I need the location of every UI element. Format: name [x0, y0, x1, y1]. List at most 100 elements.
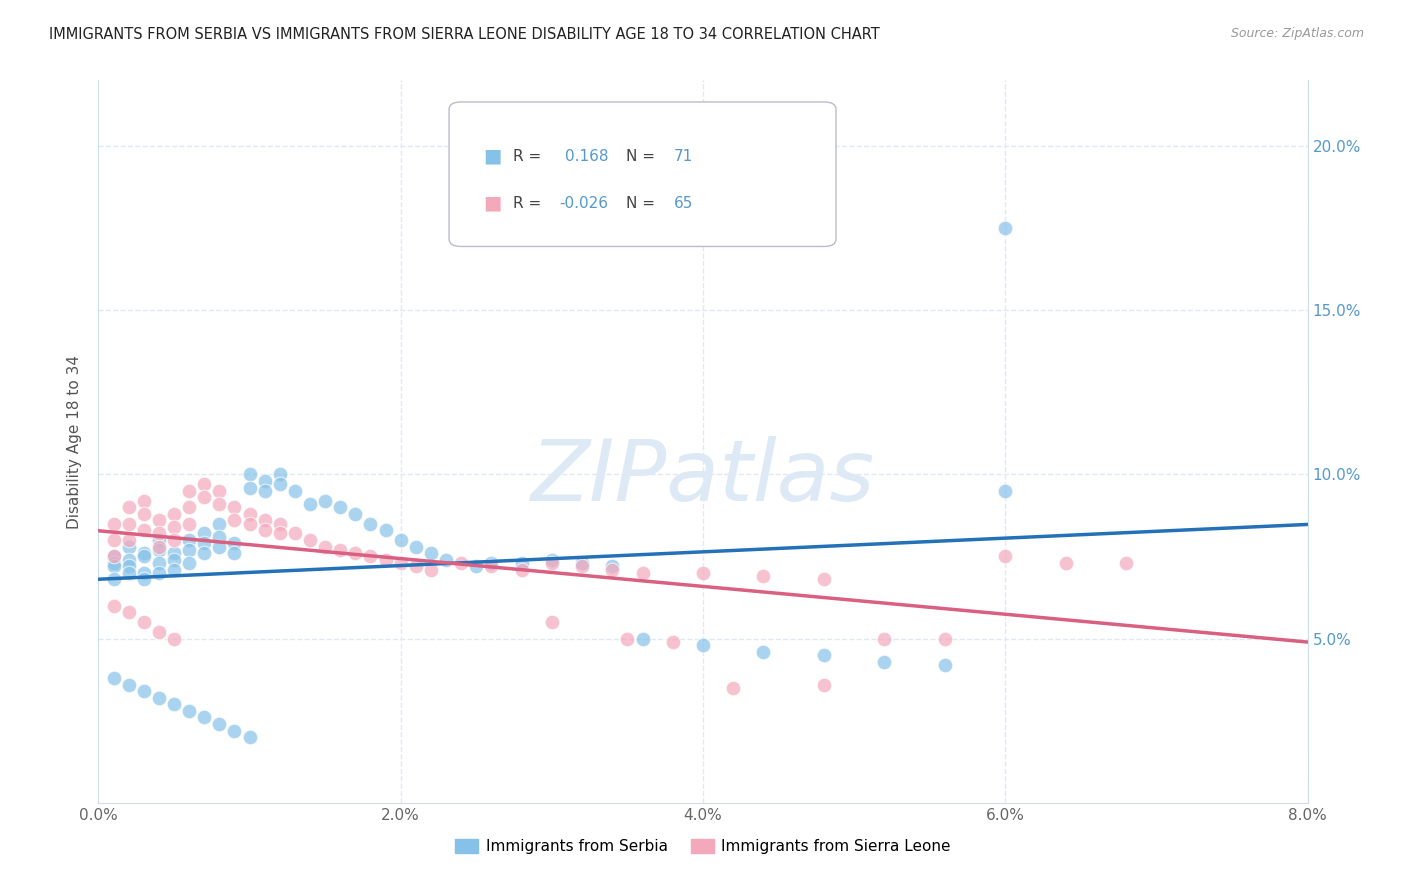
Immigrants from Sierra Leone — [118, 605, 141, 619]
Immigrants from Sierra Leone — [132, 493, 155, 508]
Immigrants from Serbia — [239, 467, 262, 482]
Immigrants from Sierra Leone — [179, 500, 201, 515]
Text: Source: ZipAtlas.com: Source: ZipAtlas.com — [1230, 27, 1364, 40]
Y-axis label: Disability Age 18 to 34: Disability Age 18 to 34 — [67, 354, 83, 529]
Text: 71: 71 — [673, 149, 693, 163]
Immigrants from Serbia — [118, 566, 141, 580]
Immigrants from Sierra Leone — [163, 632, 186, 646]
Immigrants from Serbia — [253, 483, 276, 498]
Legend: Immigrants from Serbia, Immigrants from Sierra Leone: Immigrants from Serbia, Immigrants from … — [449, 833, 957, 860]
Immigrants from Sierra Leone — [253, 523, 276, 537]
Immigrants from Serbia — [179, 533, 201, 547]
Immigrants from Serbia — [193, 710, 215, 724]
Immigrants from Sierra Leone — [163, 507, 186, 521]
Immigrants from Sierra Leone — [540, 556, 562, 570]
Text: ■: ■ — [482, 194, 502, 212]
Immigrants from Sierra Leone — [179, 516, 201, 531]
Immigrants from Serbia — [148, 566, 170, 580]
Immigrants from Sierra Leone — [510, 563, 533, 577]
Immigrants from Serbia — [132, 566, 155, 580]
Immigrants from Serbia — [934, 657, 956, 672]
Immigrants from Serbia — [132, 546, 155, 560]
Immigrants from Serbia — [163, 546, 186, 560]
Immigrants from Sierra Leone — [239, 507, 262, 521]
Immigrants from Serbia — [481, 556, 503, 570]
Immigrants from Serbia — [284, 483, 307, 498]
Immigrants from Sierra Leone — [450, 556, 472, 570]
Immigrants from Sierra Leone — [148, 625, 170, 640]
Immigrants from Serbia — [208, 717, 231, 731]
Immigrants from Serbia — [193, 526, 215, 541]
Text: 65: 65 — [673, 195, 693, 211]
Immigrants from Sierra Leone — [344, 546, 367, 560]
Immigrants from Serbia — [420, 546, 443, 560]
Immigrants from Serbia — [148, 690, 170, 705]
Immigrants from Serbia — [994, 221, 1017, 235]
Immigrants from Serbia — [314, 493, 336, 508]
Immigrants from Serbia — [132, 549, 155, 564]
Immigrants from Serbia — [208, 530, 231, 544]
Immigrants from Serbia — [510, 556, 533, 570]
Immigrants from Serbia — [103, 559, 125, 574]
Immigrants from Sierra Leone — [934, 632, 956, 646]
Immigrants from Serbia — [602, 559, 624, 574]
Immigrants from Serbia — [329, 500, 352, 515]
Immigrants from Serbia — [224, 723, 246, 738]
Immigrants from Sierra Leone — [405, 559, 427, 574]
Immigrants from Sierra Leone — [813, 573, 835, 587]
Immigrants from Sierra Leone — [193, 477, 215, 491]
Immigrants from Sierra Leone — [481, 559, 503, 574]
Immigrants from Sierra Leone — [314, 540, 336, 554]
Immigrants from Serbia — [344, 507, 367, 521]
Immigrants from Sierra Leone — [299, 533, 322, 547]
Immigrants from Serbia — [752, 645, 775, 659]
Immigrants from Sierra Leone — [269, 526, 291, 541]
Immigrants from Serbia — [132, 684, 155, 698]
Immigrants from Serbia — [103, 573, 125, 587]
Immigrants from Sierra Leone — [103, 516, 125, 531]
Text: IMMIGRANTS FROM SERBIA VS IMMIGRANTS FROM SIERRA LEONE DISABILITY AGE 18 TO 34 C: IMMIGRANTS FROM SERBIA VS IMMIGRANTS FRO… — [49, 27, 880, 42]
Immigrants from Serbia — [148, 533, 170, 547]
Immigrants from Serbia — [103, 671, 125, 685]
Immigrants from Serbia — [118, 553, 141, 567]
Immigrants from Sierra Leone — [208, 497, 231, 511]
Immigrants from Serbia — [118, 540, 141, 554]
Immigrants from Serbia — [631, 632, 654, 646]
FancyBboxPatch shape — [449, 102, 837, 246]
Immigrants from Serbia — [208, 540, 231, 554]
Immigrants from Serbia — [193, 536, 215, 550]
Immigrants from Serbia — [224, 536, 246, 550]
Immigrants from Sierra Leone — [540, 615, 562, 630]
Immigrants from Sierra Leone — [103, 599, 125, 613]
Immigrants from Serbia — [118, 677, 141, 691]
Immigrants from Sierra Leone — [1115, 556, 1137, 570]
Immigrants from Sierra Leone — [631, 566, 654, 580]
Immigrants from Serbia — [163, 563, 186, 577]
Immigrants from Serbia — [163, 698, 186, 712]
Immigrants from Sierra Leone — [723, 681, 745, 695]
Immigrants from Sierra Leone — [179, 483, 201, 498]
Immigrants from Sierra Leone — [163, 533, 186, 547]
Immigrants from Sierra Leone — [374, 553, 396, 567]
Immigrants from Serbia — [253, 474, 276, 488]
Immigrants from Sierra Leone — [224, 513, 246, 527]
Immigrants from Serbia — [179, 704, 201, 718]
Immigrants from Sierra Leone — [360, 549, 382, 564]
Immigrants from Sierra Leone — [994, 549, 1017, 564]
Immigrants from Sierra Leone — [148, 526, 170, 541]
Immigrants from Serbia — [269, 477, 291, 491]
Text: R =: R = — [513, 149, 541, 163]
Immigrants from Serbia — [148, 542, 170, 557]
Immigrants from Sierra Leone — [692, 566, 714, 580]
Immigrants from Sierra Leone — [132, 507, 155, 521]
Text: N =: N = — [626, 149, 655, 163]
Immigrants from Sierra Leone — [616, 632, 638, 646]
Immigrants from Serbia — [540, 553, 562, 567]
Immigrants from Serbia — [179, 556, 201, 570]
Immigrants from Serbia — [994, 483, 1017, 498]
Immigrants from Sierra Leone — [208, 483, 231, 498]
Text: R =: R = — [513, 195, 541, 211]
Immigrants from Serbia — [374, 523, 396, 537]
Text: N =: N = — [626, 195, 655, 211]
Immigrants from Serbia — [389, 533, 412, 547]
